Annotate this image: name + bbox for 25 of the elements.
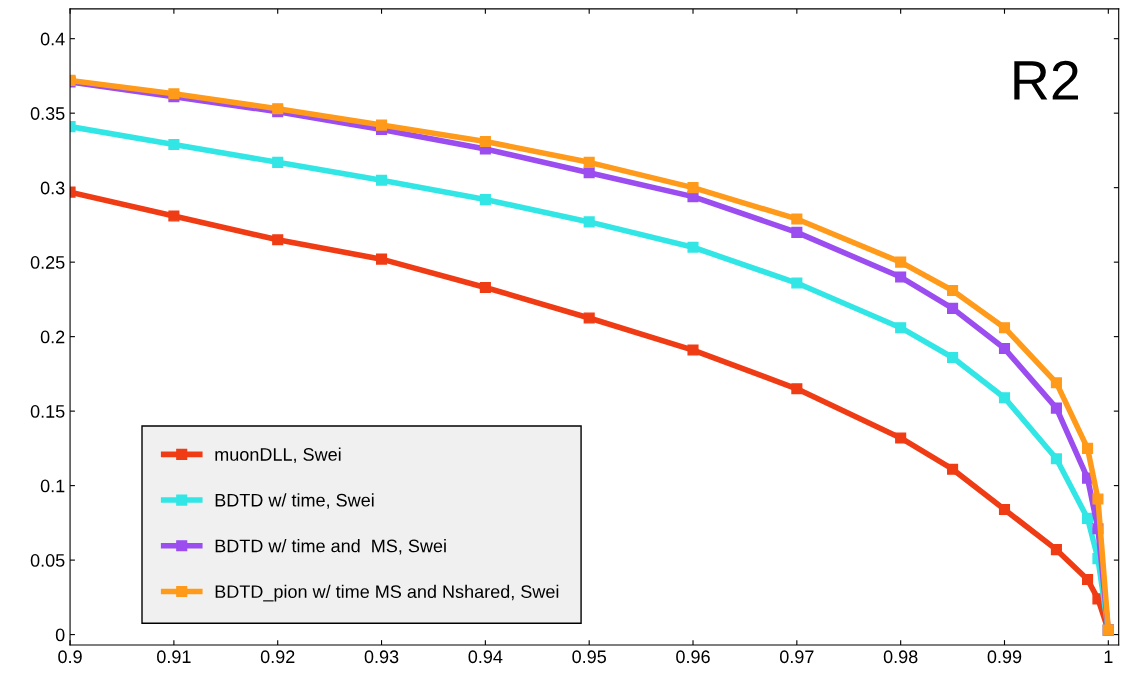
y-tick-label: 0.35 <box>30 107 65 120</box>
x-tick-label: 0.98 <box>883 650 918 664</box>
y-tick-label: 0.3 <box>40 181 65 195</box>
y-tick-label: 0.2 <box>40 330 65 344</box>
x-tick-label: 0.91 <box>157 650 191 664</box>
x-tick-label: 1 <box>1104 650 1113 663</box>
y-tick-label: 0.05 <box>30 554 65 567</box>
x-tick-label: 0.94 <box>468 650 503 664</box>
y-tick-label: 0.25 <box>30 256 65 269</box>
legend-label: muonDLL, Swei <box>215 447 341 463</box>
x-tick-label: 0.92 <box>260 650 295 664</box>
legend-label: BDTD_pion w/ time MS and Nshared, Swei <box>215 584 559 602</box>
x-tick-label: 0.97 <box>779 650 814 664</box>
y-tick-label: 0 <box>55 628 65 642</box>
x-tick-label: 0.93 <box>364 650 399 664</box>
legend-label: BDTD w/ time and MS, Swei <box>215 539 446 555</box>
x-tick-label: 0.99 <box>987 650 1022 664</box>
x-tick-label: 0.96 <box>676 650 710 664</box>
y-tick-label: 0.15 <box>30 405 65 418</box>
x-tick-label: 0.9 <box>58 650 82 664</box>
y-tick-label: 0.4 <box>40 32 65 46</box>
legend-label: BDTD w/ time, Swei <box>215 493 374 509</box>
y-tick-label: 0.1 <box>40 479 65 493</box>
annotation: R2 <box>1014 60 1079 100</box>
x-tick-label: 0.95 <box>572 650 606 664</box>
